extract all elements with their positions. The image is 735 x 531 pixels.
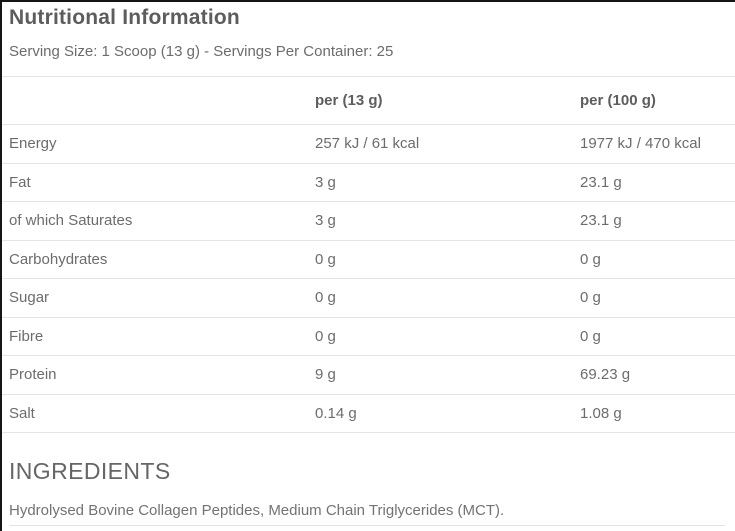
table-row: Sugar 0 g 0 g xyxy=(2,279,735,318)
row-label: Energy xyxy=(9,135,57,153)
ingredients-text: Hydrolysed Bovine Collagen Peptides, Med… xyxy=(9,502,505,519)
column-header-per-serving: per (13 g) xyxy=(315,92,383,109)
row-value-per-serving: 3 g xyxy=(315,212,336,230)
table-row: Protein 9 g 69.23 g xyxy=(2,356,735,395)
table-row: Carbohydrates 0 g 0 g xyxy=(2,241,735,279)
row-label: Salt xyxy=(9,404,35,422)
row-value-per-100g: 0 g xyxy=(580,250,601,268)
table-row: Fat 3 g 23.1 g xyxy=(2,164,735,202)
ingredients-heading: INGREDIENTS xyxy=(9,458,171,484)
row-label: Sugar xyxy=(9,289,50,307)
table-row: Energy 257 kJ / 61 kcal 1977 kJ / 470 kcal xyxy=(2,125,735,164)
table-row: Fibre 0 g 0 g xyxy=(2,318,735,356)
row-label: Fibre xyxy=(9,327,44,345)
table-row: Salt 0.14 g 1.08 g xyxy=(2,395,735,433)
row-value-per-100g: 1977 kJ / 470 kcal xyxy=(580,135,701,153)
row-value-per-100g: 69.23 g xyxy=(580,366,631,384)
row-value-per-100g: 0 g xyxy=(580,327,601,345)
row-value-per-serving: 0 g xyxy=(315,327,336,345)
row-value-per-100g: 23.1 g xyxy=(580,173,622,191)
row-label: Carbohydrates xyxy=(9,250,108,268)
ingredients-section: INGREDIENTS Hydrolysed Bovine Collagen P… xyxy=(2,457,735,526)
table-row: of which Saturates 3 g 23.1 g xyxy=(2,202,735,241)
row-value-per-100g: 0 g xyxy=(580,289,601,307)
nutrition-table-body: Energy 257 kJ / 61 kcal 1977 kJ / 470 kcal… xyxy=(2,125,735,433)
row-value-per-100g: 1.08 g xyxy=(580,404,622,422)
row-label: Protein xyxy=(9,366,57,384)
table-header-row: per (13 g) per (100 g) xyxy=(2,77,735,125)
bottom-divider xyxy=(9,525,725,526)
row-value-per-serving: 3 g xyxy=(315,173,336,191)
page-title: Nutritional Information xyxy=(9,6,240,29)
serving-info: Serving Size: 1 Scoop (13 g) - Servings … xyxy=(9,43,394,60)
nutrition-table: per (13 g) per (100 g) Energy 257 kJ / 61… xyxy=(2,77,735,433)
row-value-per-serving: 257 kJ / 61 kcal xyxy=(315,135,420,153)
row-label: of which Saturates xyxy=(9,212,133,230)
row-value-per-serving: 0 g xyxy=(315,289,336,307)
panel-header: Nutritional Information Serving Size: 1 … xyxy=(2,2,735,77)
row-value-per-serving: 0 g xyxy=(315,250,336,268)
column-header-per-100g: per (100 g) xyxy=(580,92,656,109)
row-label: Fat xyxy=(9,173,31,191)
row-value-per-100g: 23.1 g xyxy=(580,212,622,230)
row-value-per-serving: 9 g xyxy=(315,366,336,384)
row-value-per-serving: 0.14 g xyxy=(315,404,357,422)
